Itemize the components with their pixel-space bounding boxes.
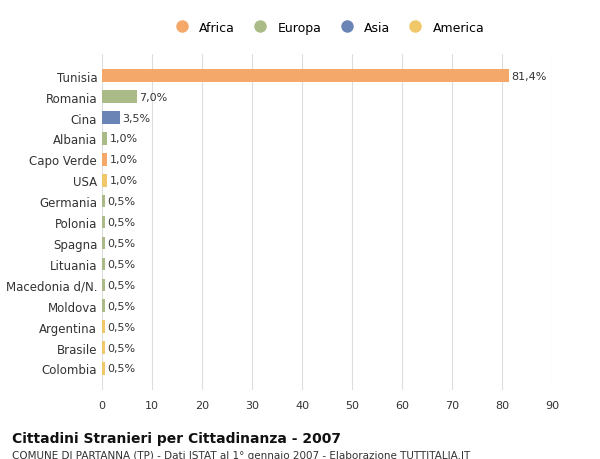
- Text: COMUNE DI PARTANNA (TP) - Dati ISTAT al 1° gennaio 2007 - Elaborazione TUTTITALI: COMUNE DI PARTANNA (TP) - Dati ISTAT al …: [12, 450, 470, 459]
- Text: 0,5%: 0,5%: [107, 280, 135, 290]
- Bar: [102, 279, 104, 291]
- Text: 1,0%: 1,0%: [110, 134, 137, 144]
- Bar: [102, 237, 104, 250]
- Text: 0,5%: 0,5%: [107, 343, 135, 353]
- Bar: [102, 300, 104, 312]
- Text: 0,5%: 0,5%: [107, 239, 135, 248]
- Text: 7,0%: 7,0%: [139, 92, 168, 102]
- Bar: [102, 216, 104, 229]
- Text: 0,5%: 0,5%: [107, 301, 135, 311]
- Text: 3,5%: 3,5%: [122, 113, 150, 123]
- Text: 0,5%: 0,5%: [107, 322, 135, 332]
- Bar: [102, 91, 137, 104]
- Bar: [102, 154, 107, 166]
- Bar: [102, 174, 107, 187]
- Text: Cittadini Stranieri per Cittadinanza - 2007: Cittadini Stranieri per Cittadinanza - 2…: [12, 431, 341, 445]
- Text: 1,0%: 1,0%: [110, 176, 137, 186]
- Text: 0,5%: 0,5%: [107, 218, 135, 228]
- Text: 0,5%: 0,5%: [107, 259, 135, 269]
- Bar: [102, 70, 509, 83]
- Bar: [102, 363, 104, 375]
- Text: 1,0%: 1,0%: [110, 155, 137, 165]
- Bar: [102, 321, 104, 333]
- Bar: [102, 258, 104, 271]
- Bar: [102, 341, 104, 354]
- Bar: [102, 112, 119, 124]
- Bar: [102, 196, 104, 208]
- Text: 0,5%: 0,5%: [107, 197, 135, 207]
- Text: 81,4%: 81,4%: [511, 72, 547, 82]
- Bar: [102, 133, 107, 146]
- Legend: Africa, Europa, Asia, America: Africa, Europa, Asia, America: [166, 18, 488, 38]
- Text: 0,5%: 0,5%: [107, 364, 135, 374]
